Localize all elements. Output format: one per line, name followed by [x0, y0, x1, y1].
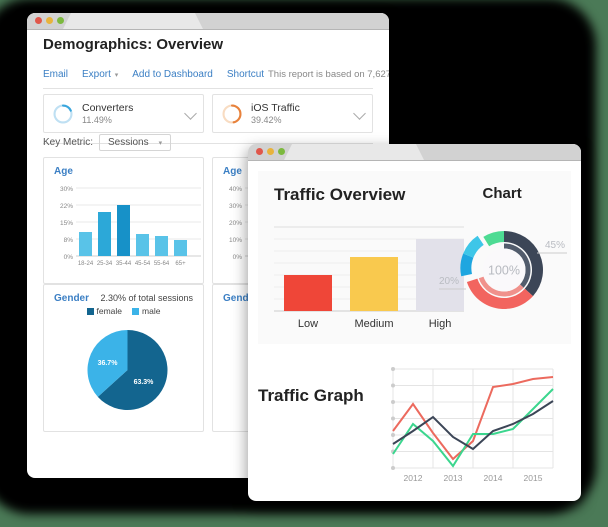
svg-text:40%: 40% [229, 186, 242, 193]
svg-text:36.7%: 36.7% [98, 360, 119, 367]
svg-text:10%: 10% [229, 237, 242, 244]
svg-text:100%: 100% [488, 264, 520, 278]
svg-text:Medium: Medium [354, 318, 393, 330]
svg-text:18-24: 18-24 [78, 261, 94, 267]
svg-text:20%: 20% [439, 276, 459, 287]
svg-text:30%: 30% [229, 203, 242, 210]
svg-text:20%: 20% [229, 220, 242, 227]
svg-text:45-54: 45-54 [135, 261, 151, 267]
svg-text:2013: 2013 [444, 473, 463, 483]
svg-text:35-44: 35-44 [116, 261, 132, 267]
svg-text:0%: 0% [233, 254, 243, 261]
svg-text:63.3%: 63.3% [134, 379, 155, 386]
svg-text:45%: 45% [545, 240, 565, 251]
svg-text:15%: 15% [60, 220, 73, 227]
svg-text:30%: 30% [60, 186, 73, 193]
svg-text:8%: 8% [64, 237, 74, 244]
svg-text:22%: 22% [60, 203, 73, 210]
svg-text:2012: 2012 [404, 473, 423, 483]
svg-text:25-34: 25-34 [97, 261, 113, 267]
svg-text:2014: 2014 [484, 473, 503, 483]
svg-text:55-64: 55-64 [154, 261, 170, 267]
svg-text:65+: 65+ [175, 261, 186, 267]
svg-text:Low: Low [298, 318, 318, 330]
svg-text:2015: 2015 [524, 473, 543, 483]
svg-text:0%: 0% [64, 254, 74, 261]
